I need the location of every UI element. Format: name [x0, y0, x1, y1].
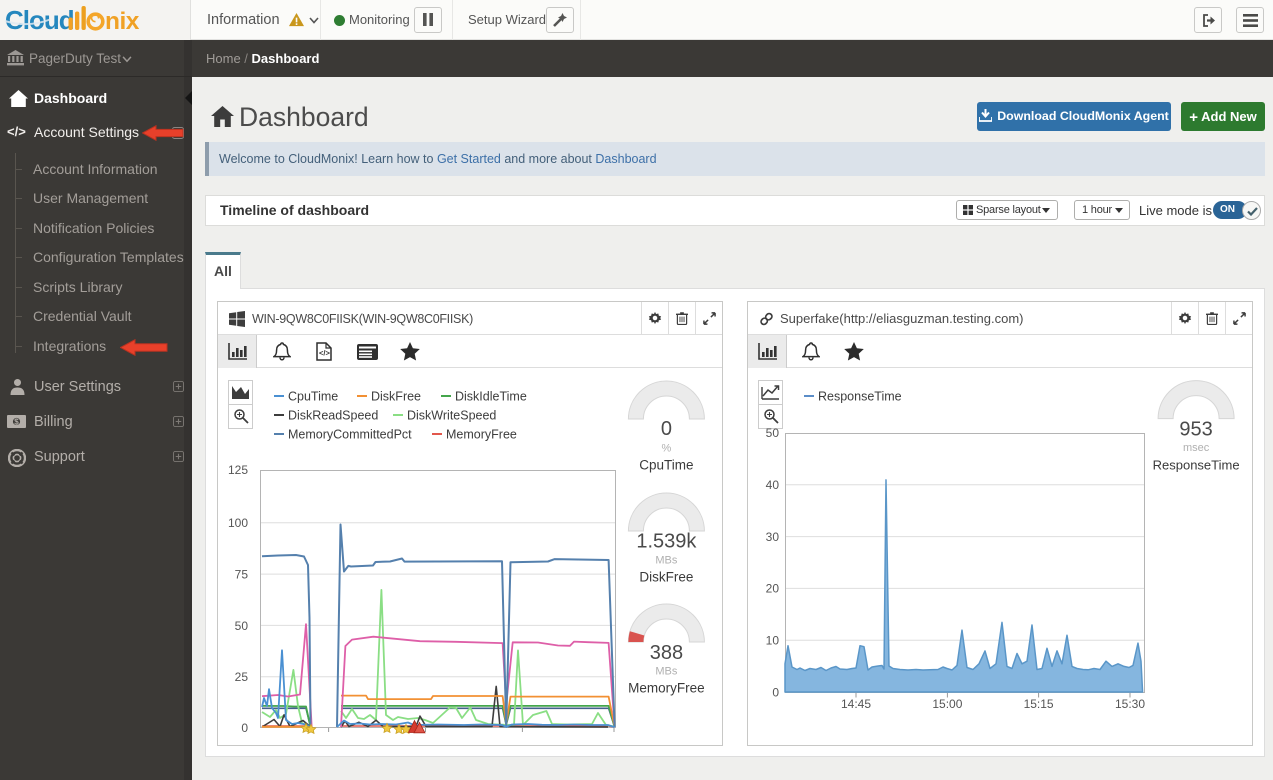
svg-text:20: 20 — [766, 582, 780, 596]
svg-text:ResponseTime: ResponseTime — [818, 390, 902, 404]
svg-text:MBs: MBs — [655, 666, 678, 678]
svg-text:388: 388 — [650, 642, 683, 664]
svg-text:15:15: 15:15 — [1024, 697, 1054, 711]
svg-text:100: 100 — [228, 516, 248, 530]
svg-text:0: 0 — [241, 721, 248, 735]
svg-text:1.539k: 1.539k — [636, 531, 697, 553]
svg-text:nix: nix — [105, 8, 140, 35]
svg-text:75: 75 — [235, 568, 249, 582]
svg-text:30: 30 — [766, 530, 780, 544]
svg-text:MemoryFree: MemoryFree — [446, 428, 517, 442]
svg-text:ResponseTime: ResponseTime — [1153, 458, 1240, 473]
svg-text:DiskFree: DiskFree — [639, 570, 693, 585]
svg-text:10: 10 — [766, 633, 780, 647]
svg-text:25: 25 — [235, 670, 249, 684]
svg-text:Cloud: Cloud — [5, 5, 74, 35]
svg-text:50: 50 — [235, 619, 249, 633]
svg-text:CpuTime: CpuTime — [639, 458, 693, 473]
svg-text:0: 0 — [661, 418, 672, 440]
svg-text:953: 953 — [1179, 419, 1212, 441]
svg-text:DiskIdleTime: DiskIdleTime — [455, 390, 527, 404]
svg-text:14:45: 14:45 — [841, 697, 871, 711]
svg-text:MBs: MBs — [655, 555, 678, 567]
svg-text:DiskReadSpeed: DiskReadSpeed — [288, 409, 378, 423]
svg-text:%: % — [662, 443, 672, 455]
svg-text:$: $ — [14, 417, 19, 426]
svg-text:MemoryFree: MemoryFree — [628, 681, 705, 696]
svg-text:msec: msec — [1183, 442, 1210, 454]
svg-text:15:00: 15:00 — [932, 697, 962, 711]
svg-text:15:30: 15:30 — [1115, 697, 1145, 711]
svg-text:50: 50 — [766, 426, 780, 440]
svg-text:40: 40 — [766, 478, 780, 492]
svg-text:</>: </> — [319, 349, 330, 358]
svg-text:DiskFree: DiskFree — [371, 390, 421, 404]
svg-text:DiskWriteSpeed: DiskWriteSpeed — [407, 409, 496, 423]
svg-text:CpuTime: CpuTime — [288, 390, 338, 404]
svg-text:125: 125 — [228, 463, 248, 477]
svg-text:0: 0 — [772, 686, 779, 700]
svg-text:MemoryCommittedPct: MemoryCommittedPct — [288, 428, 412, 442]
